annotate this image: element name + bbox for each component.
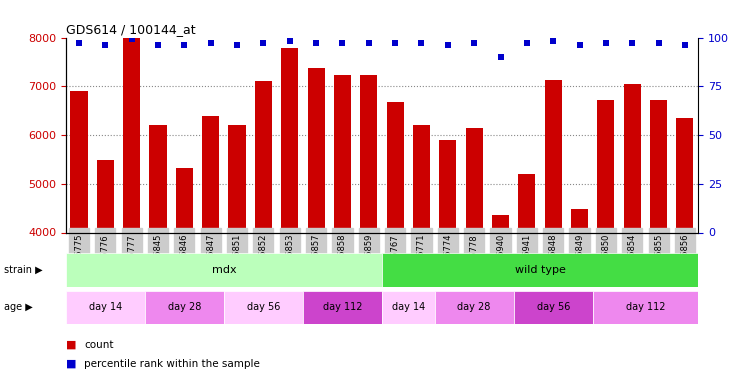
Text: day 28: day 28 [458,303,491,312]
Bar [360,75,377,232]
Text: mdx: mdx [211,265,236,275]
Point [653,40,664,46]
Bar [149,125,167,232]
Text: day 56: day 56 [246,303,280,312]
Bar [303,291,382,324]
Text: day 14: day 14 [392,303,425,312]
Bar [650,100,667,232]
Text: day 28: day 28 [167,303,201,312]
Text: strain ▶: strain ▶ [4,265,42,275]
Point [600,40,612,46]
Bar [571,209,588,232]
Text: day 14: day 14 [88,303,122,312]
Point [679,42,691,48]
Text: ■: ■ [66,340,76,350]
Text: wild type: wild type [515,265,566,275]
Point [231,42,243,48]
Bar [281,48,298,232]
Point [257,40,269,46]
Bar [145,291,224,324]
Point [442,42,454,48]
Bar [224,291,303,324]
Text: count: count [84,340,113,350]
Bar [545,80,561,232]
Point [469,40,480,46]
Text: day 112: day 112 [322,303,362,312]
Text: day 112: day 112 [626,303,665,312]
Point [548,38,559,44]
Point [152,42,164,48]
Point [390,40,401,46]
Bar [66,291,145,324]
Bar [123,38,140,232]
Point [416,40,428,46]
Text: GDS614 / 100144_at: GDS614 / 100144_at [66,23,195,36]
Bar [439,140,456,232]
Bar [387,102,404,232]
Point [178,42,190,48]
Point [73,40,85,46]
Bar [466,128,482,232]
Bar [308,68,325,232]
Bar [435,291,514,324]
Point [126,36,137,42]
Point [284,38,295,44]
Point [495,54,507,60]
Bar [624,84,641,232]
Bar [676,118,694,232]
Text: ■: ■ [66,359,76,369]
Bar [492,215,509,232]
Bar [514,291,593,324]
Point [574,42,586,48]
Bar [255,81,272,232]
Point [205,40,216,46]
Bar [202,116,219,232]
Bar [334,75,351,232]
Text: age ▶: age ▶ [4,303,32,312]
Bar [382,291,435,324]
Bar [593,291,698,324]
Bar [66,253,382,287]
Bar [518,174,535,232]
Point [626,40,638,46]
Bar [413,125,430,232]
Bar [597,100,615,232]
Text: day 56: day 56 [537,303,570,312]
Text: percentile rank within the sample: percentile rank within the sample [84,359,260,369]
Point [363,40,374,46]
Point [310,40,322,46]
Bar [175,168,193,232]
Point [521,40,533,46]
Point [336,40,348,46]
Bar [382,253,698,287]
Point [99,42,111,48]
Bar [229,125,246,232]
Bar [70,91,88,232]
Bar [96,160,114,232]
